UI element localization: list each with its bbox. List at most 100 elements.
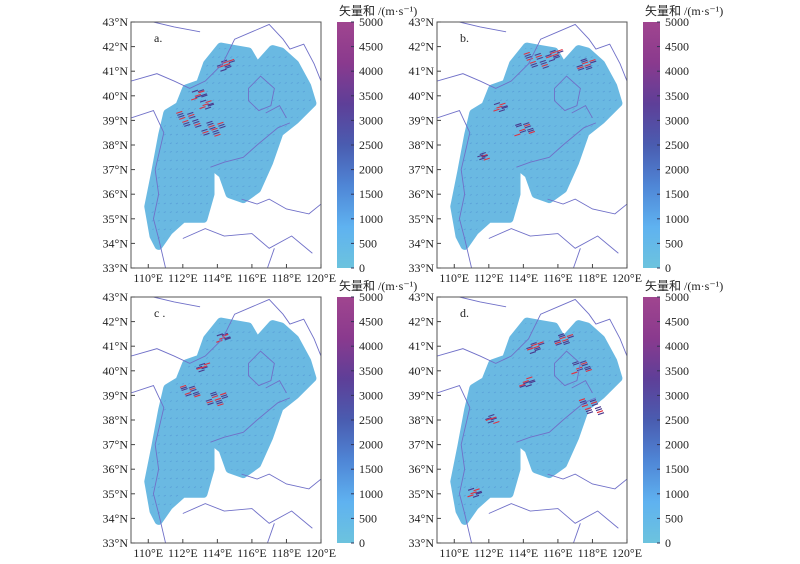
vector-arrow <box>470 255 472 256</box>
vector-arrow <box>512 39 514 40</box>
vector-arrow <box>554 125 557 127</box>
vector-arrow <box>248 159 251 162</box>
vector-arrow <box>446 237 448 238</box>
vector-arrow <box>175 469 179 471</box>
vector-arrow <box>621 160 623 161</box>
vector-arrow <box>146 358 148 359</box>
vector-arrow-strong <box>590 401 598 405</box>
vector-arrow <box>578 503 581 506</box>
vector-arrow <box>608 56 612 59</box>
vector-arrow <box>584 237 587 239</box>
vector-arrow <box>554 530 556 531</box>
vector-arrow <box>308 245 312 246</box>
vector-arrow <box>199 99 203 102</box>
vector-arrow <box>272 477 275 480</box>
vector-arrow <box>140 220 142 221</box>
vector-arrow <box>308 503 312 506</box>
vector-arrow <box>590 477 593 480</box>
vector-arrow <box>205 339 209 342</box>
vector-arrow <box>315 452 317 453</box>
vector-arrow <box>530 530 532 531</box>
vector-arrow <box>590 99 593 102</box>
lat-tick-label: 39°N <box>409 113 435 127</box>
vector-arrow <box>572 512 575 514</box>
vector-arrow <box>499 90 503 93</box>
vector-arrow <box>499 512 503 514</box>
vector-arrow <box>248 125 251 127</box>
vector-arrow <box>193 168 197 170</box>
vector-arrow <box>542 400 545 402</box>
vector-arrow <box>175 194 179 196</box>
vector-arrow <box>621 392 623 393</box>
vector-arrow <box>315 177 317 178</box>
vector-arrow <box>530 357 533 359</box>
vector-arrow <box>542 451 545 454</box>
vector-arrow-strong <box>580 58 587 62</box>
vector-arrow <box>284 486 287 489</box>
vector-arrow <box>296 451 299 454</box>
vector-arrow <box>224 512 227 514</box>
lon-tick-label: 114°E <box>203 271 233 285</box>
vector-arrow <box>602 357 605 359</box>
vector-arrow <box>493 460 497 463</box>
vector-arrow <box>169 331 173 334</box>
vector-arrow <box>242 237 245 239</box>
vector-arrow <box>151 357 154 359</box>
vector-arrow <box>548 99 551 102</box>
vector-arrow <box>446 74 448 75</box>
vector-arrow <box>446 349 448 350</box>
vector-arrow <box>530 168 533 170</box>
vector-arrow <box>560 219 563 222</box>
vector-arrow <box>536 503 539 506</box>
vector-arrow-strong <box>567 335 574 339</box>
colorbar-tick-label: 4000 <box>359 339 383 353</box>
vector-arrow <box>560 374 563 377</box>
vector-arrow <box>163 494 166 497</box>
vector-arrow <box>199 331 203 334</box>
vector-arrow <box>536 339 539 342</box>
vector-arrow <box>572 107 575 110</box>
vector-arrow <box>254 116 257 119</box>
vector-arrow <box>615 314 617 315</box>
vector-arrow <box>530 520 533 521</box>
vector-arrow <box>608 99 612 102</box>
vector-arrow <box>278 391 281 394</box>
colorbar-tick-label: 2000 <box>665 163 689 177</box>
vector-arrow <box>230 116 233 119</box>
vector-arrow <box>308 176 312 179</box>
vector-arrow <box>248 460 251 463</box>
vector-arrow <box>457 374 460 377</box>
vector-arrow <box>302 339 306 342</box>
vector-arrow <box>181 125 185 127</box>
vector-arrow-strong <box>207 122 214 126</box>
lat-tick-label: 36°N <box>103 462 129 476</box>
vector-arrow <box>463 47 466 50</box>
vector-arrow <box>584 494 587 497</box>
vector-arrow <box>572 382 575 385</box>
vector-arrow-strong <box>184 123 191 127</box>
vector-arrow <box>152 255 154 256</box>
vector-arrow <box>146 117 148 118</box>
vector-arrow-strong <box>177 112 184 116</box>
vector-arrow <box>584 520 587 521</box>
vector-arrow-strong <box>219 125 226 129</box>
province-border <box>437 23 627 89</box>
vector-arrow <box>260 348 263 351</box>
vector-arrow <box>584 73 587 76</box>
vector-arrow <box>572 237 575 239</box>
vector-arrow <box>572 451 575 454</box>
vector-arrow <box>481 365 485 368</box>
vector-arrow <box>608 477 612 480</box>
province-border <box>153 22 201 33</box>
vector-arrow <box>284 331 287 334</box>
vector-arrow <box>296 426 299 428</box>
vector-arrow <box>584 503 587 506</box>
vector-arrow <box>315 504 317 505</box>
vector-arrow <box>315 117 317 118</box>
vector-arrow <box>475 125 479 127</box>
lat-tick-label: 37°N <box>409 163 435 177</box>
vector-arrow <box>554 245 557 246</box>
vector-arrow <box>236 400 239 402</box>
vector-arrow <box>446 512 448 513</box>
vector-arrow <box>584 168 587 170</box>
